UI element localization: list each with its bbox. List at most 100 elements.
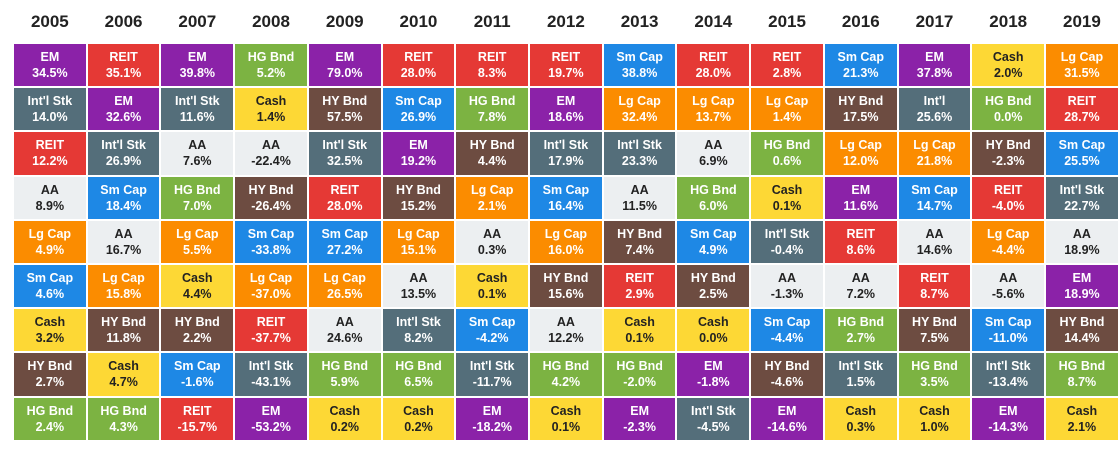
asset-class-label: AA [40,182,59,197]
asset-class-label: Int'l Stk [248,359,294,374]
asset-class-label: EM [482,403,502,418]
return-value-label: 32.4% [621,110,658,125]
asset-class-label: HG Bnd [1058,359,1106,374]
asset-class-label: HY Bnd [469,138,515,153]
cell-2018-rank-2: HG Bnd 0.0% [972,88,1047,133]
return-value-label: 16.4% [548,198,584,213]
asset-class-label: Sm Cap [247,226,295,241]
cell-2005-rank-9: HG Bnd 2.4% [14,397,88,442]
cell-2006-rank-8: Cash 4.7% [87,353,162,398]
asset-class-label: AA [335,315,354,330]
return-value-label: 17.9% [548,154,584,169]
return-value-label: 8.7% [1067,375,1097,390]
cell-2019-rank-8: HG Bnd 8.7% [1046,353,1119,398]
asset-class-label: HY Bnd [543,271,589,286]
return-value-label: 1.0% [920,419,949,434]
cell-2005-rank-3: REIT 12.2% [14,132,88,177]
cell-2015-rank-1: REIT 2.8% [751,44,825,89]
return-value-label: 0.1% [551,419,581,434]
cell-2007-rank-4: HG Bnd 7.0% [161,176,236,221]
return-value-label: 0.2% [404,419,433,434]
cell-2011-rank-1: REIT 8.3% [456,44,531,89]
asset-class-label: HY Bnd [322,94,368,109]
cell-2014-rank-7: Cash 0.0% [677,309,752,354]
return-value-label: -11.0% [988,331,1028,346]
asset-class-label: REIT [256,315,286,330]
year-label-2007: 2007 [178,12,217,31]
asset-class-label: Lg Cap [176,226,219,241]
cell-2005-rank-6: Sm Cap 4.6% [14,264,88,310]
cell-2011-rank-5: AA 0.3% [456,220,531,265]
asset-class-label: Sm Cap [321,226,368,241]
asset-class-label: EM [556,94,576,109]
cell-2007-rank-7: HY Bnd 2.2% [161,309,236,354]
asset-class-label: REIT [699,50,728,65]
asset-class-label: Lg Cap [397,226,440,241]
year-label-2009: 2009 [325,12,364,31]
cell-2017-rank-6: REIT 8.7% [898,264,973,310]
asset-class-label: Lg Cap [765,94,809,109]
return-value-label: 11.6% [179,110,215,125]
cell-2009-rank-1: EM 79.0% [308,44,383,89]
asset-class-label: Int'l Stk [469,359,515,374]
return-value-label: 26.9% [400,110,437,125]
return-value-label: 12.2% [548,331,584,346]
asset-class-label: HY Bnd [101,315,147,330]
asset-class-label: Sm Cap [395,94,442,109]
cell-2006-rank-3: Int'l Stk 26.9% [87,132,162,177]
cell-2015-rank-9: EM -14.6% [751,397,825,442]
return-value-label: -4.2% [475,331,509,346]
asset-class-label: REIT [846,226,875,241]
asset-class-label: Int'l Stk [322,138,368,153]
cell-2008-rank-8: Int'l Stk -43.1% [235,353,309,398]
asset-class-label: EM [703,359,723,374]
asset-class-label: HG Bnd [321,359,368,374]
cell-2013-rank-1: Sm Cap 38.8% [603,44,678,89]
cell-2005-rank-2: Int'l Stk 14.0% [14,88,88,133]
return-value-label: 0.6% [772,154,802,169]
return-value-label: -22.4% [251,154,291,169]
asset-class-label: Cash [845,403,877,418]
return-value-label: -43.1% [251,375,291,390]
return-value-label: 4.9% [35,242,65,257]
return-value-label: -37.7% [251,331,291,346]
cell-2012-rank-2: EM 18.6% [530,88,604,133]
cell-2019-rank-9: Cash 2.1% [1046,397,1119,442]
asset-class-label: Lg Cap [544,226,588,241]
asset-class-label: Cash [550,403,582,418]
return-value-label: 4.4% [477,154,507,169]
asset-class-label: Sm Cap [763,315,811,330]
cell-2017-rank-2: Int'l 25.6% [898,88,973,133]
return-value-label: 4.7% [109,375,138,390]
asset-class-label: HG Bnd [26,403,74,418]
asset-class-label: Cash [255,94,287,109]
asset-class-label: Lg Cap [323,271,366,286]
asset-class-label: AA [1072,226,1091,241]
asset-class-label: Sm Cap [26,271,74,286]
asset-class-label: Int'l Stk [27,94,73,109]
return-value-label: 28.0% [695,66,732,81]
asset-class-label: AA [999,271,1018,286]
return-value-label: -4.6% [770,375,804,390]
cell-2009-rank-3: Int'l Stk 32.5% [308,132,383,177]
asset-class-label: HY Bnd [764,359,810,374]
return-value-label: 6.5% [404,375,433,390]
cell-2018-rank-5: Lg Cap -4.4% [972,220,1047,265]
asset-class-label: Lg Cap [618,94,661,109]
asset-class-label: HY Bnd [174,315,220,330]
return-value-label: -2.3% [991,154,1025,169]
asset-class-label: REIT [404,50,433,65]
asset-class-label: Int'l Stk [396,315,441,330]
return-value-label: 2.0% [993,66,1023,81]
return-value-label: 11.6% [843,198,879,213]
asset-class-label: EM [777,403,797,418]
return-value-label: -53.2% [251,419,291,434]
asset-class-label: HY Bnd [27,359,73,374]
asset-class-label: AA [188,138,207,153]
asset-class-label: REIT [772,50,802,65]
cell-2015-rank-6: AA -1.3% [751,264,825,310]
asset-class-label: REIT [109,50,138,65]
asset-class-label: Sm Cap [690,226,737,241]
cell-2010-rank-7: Int'l Stk 8.2% [382,309,457,354]
asset-class-label: HY Bnd [395,182,441,197]
